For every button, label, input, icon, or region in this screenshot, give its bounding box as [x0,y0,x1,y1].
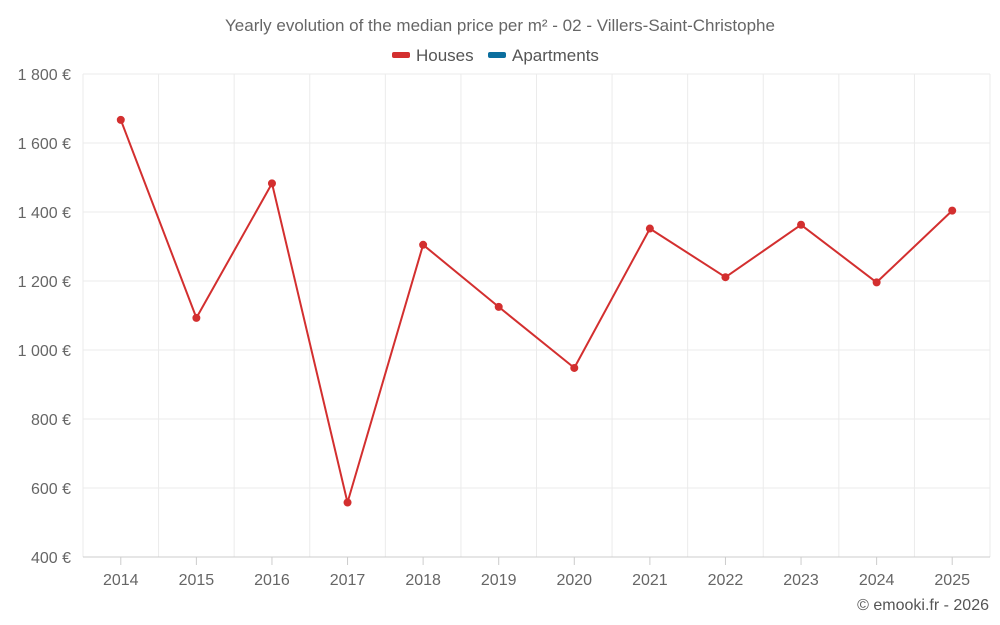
x-axis: 2014 2015 2016 2017 2018 2019 2020 2021 2022 2023… [83,556,990,589]
x-tick-label: 2019 [481,572,517,589]
x-tick-label: 2021 [632,572,668,589]
y-tick-label: 1 400 € [18,205,71,222]
legend-label-apartments: Apartments [512,46,599,65]
x-tick-label: 2014 [103,572,139,589]
data-point-houses[interactable] [343,498,352,507]
y-tick-label: 1 000 € [18,343,71,360]
legend-item-apartments[interactable]: Apartments [488,46,599,65]
y-tick-label: 600 € [31,481,71,498]
x-tick-label: 2022 [708,572,744,589]
x-tick-label: 2020 [556,572,592,589]
y-tick-label: 1 800 € [18,67,71,84]
y-tick-label: 400 € [31,550,71,567]
legend-label-houses: Houses [416,46,474,65]
data-point-houses[interactable] [494,302,503,311]
legend-item-houses[interactable]: Houses [392,46,474,65]
data-point-houses[interactable] [948,206,957,215]
y-axis: 400 € 600 € 800 € 1 000 € 1 200 € 1 400 € 1 60… [18,67,71,567]
data-point-houses[interactable] [797,220,806,229]
x-tick-label: 2025 [934,572,970,589]
chart-title: Yearly evolution of the median price per… [225,16,775,35]
data-point-houses[interactable] [721,273,730,282]
data-point-houses[interactable] [645,224,654,233]
x-tick-label: 2015 [179,572,215,589]
data-point-houses[interactable] [570,363,579,372]
x-tick-label: 2018 [405,572,441,589]
legend-swatch-houses [392,52,410,58]
y-tick-label: 1 600 € [18,136,71,153]
data-point-houses[interactable] [419,240,428,249]
data-point-houses[interactable] [872,278,881,287]
data-point-houses[interactable] [192,313,201,322]
data-point-houses[interactable] [267,179,276,188]
chart-legend: Houses Apartments [392,46,599,65]
chart-grid [82,73,991,557]
x-tick-label: 2023 [783,572,819,589]
data-point-houses[interactable] [116,115,125,124]
series-line-houses [119,119,953,504]
credit-text: © emooki.fr - 2026 [857,597,989,614]
y-tick-label: 800 € [31,412,71,429]
y-tick-label: 1 200 € [18,274,71,291]
series-layer [116,115,957,507]
x-tick-label: 2024 [859,572,895,589]
x-tick-label: 2017 [330,572,366,589]
legend-swatch-apartments [488,52,506,58]
x-tick-label: 2016 [254,572,290,589]
